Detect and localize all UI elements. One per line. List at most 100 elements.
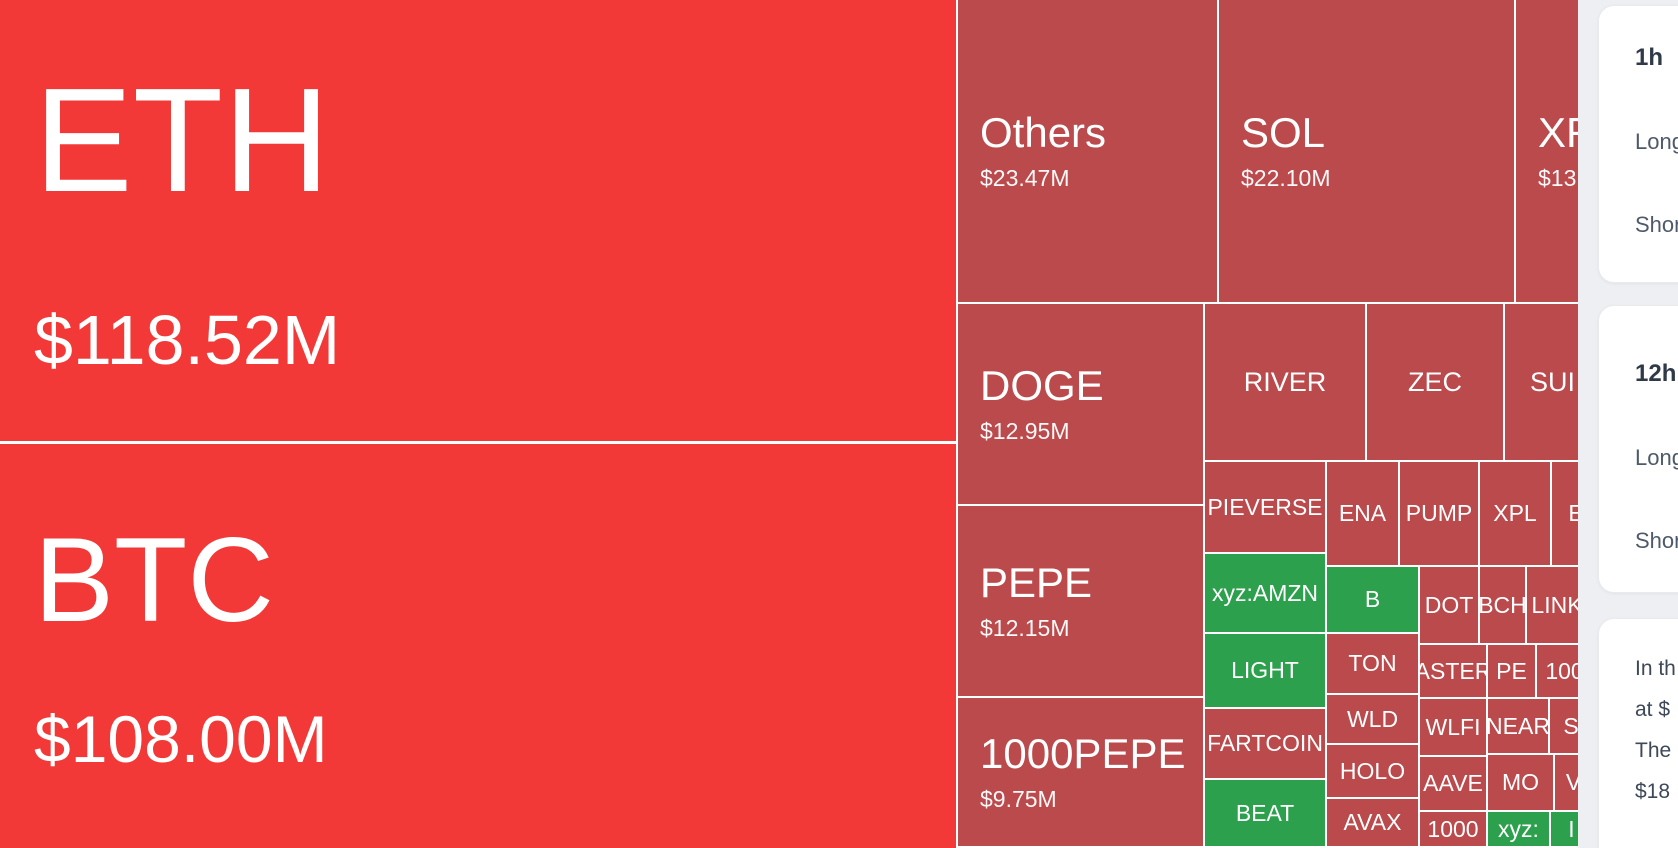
tile-symbol: LINK xyxy=(1531,591,1578,618)
tile-value: $118.52M xyxy=(34,300,341,379)
tile-symbol: WLFI xyxy=(1425,713,1481,740)
tile-doge[interactable]: DOGE $12.95M xyxy=(958,304,1203,504)
tile-pump[interactable]: PUMP xyxy=(1400,462,1478,565)
tile-i[interactable]: I xyxy=(1551,812,1578,846)
tile-symbol: BEAT xyxy=(1235,799,1295,826)
tile-symbol: ASTER xyxy=(1420,657,1486,684)
tile-symbol: DOT xyxy=(1424,591,1474,618)
tile-mo[interactable]: MO xyxy=(1488,755,1553,810)
tile-symbol: xyz: xyxy=(1498,815,1539,842)
tile-symbol: 1000 xyxy=(1427,815,1479,842)
tile-symbol: XPL xyxy=(1493,500,1537,526)
tile-symbol: LIGHT xyxy=(1231,657,1299,683)
tile-symbol: E xyxy=(1568,500,1578,526)
summary-card: In th at $ The $18 xyxy=(1598,618,1678,848)
summary-text-line: The xyxy=(1635,739,1672,762)
tile-b[interactable]: B xyxy=(1327,567,1418,632)
tile-symbol: WLD xyxy=(1346,705,1399,732)
tile-symbol: FARTCOIN xyxy=(1207,730,1323,756)
tile-zec[interactable]: ZEC xyxy=(1367,304,1503,460)
tile-symbol: I xyxy=(1568,815,1575,842)
stats-card-1h: 1h Long Short xyxy=(1598,5,1678,283)
tile-xyz-amzn[interactable]: xyz:AMZN xyxy=(1205,554,1325,632)
tile-others[interactable]: Others $23.47M xyxy=(958,0,1217,302)
tile-symbol: MO xyxy=(1501,769,1540,795)
tile-1000pepe[interactable]: 1000PEPE $9.75M xyxy=(958,698,1203,846)
tile-value: $12.15M xyxy=(980,615,1070,641)
card-title: 12h xyxy=(1635,360,1677,387)
tile-symbol: BTC xyxy=(34,513,274,647)
tile-value: $108.00M xyxy=(34,702,328,776)
tile-dot[interactable]: DOT xyxy=(1420,567,1478,643)
tile-symbol: PEPE xyxy=(980,559,1093,606)
tile-light[interactable]: LIGHT xyxy=(1205,634,1325,707)
tile-xrp[interactable]: XRP $13. xyxy=(1516,0,1578,302)
tile-eth[interactable]: ETH $118.52M xyxy=(0,0,956,441)
liquidation-treemap: ETH $118.52M BTC $108.00M Others $23.47M… xyxy=(0,0,1578,848)
tile-symbol: B xyxy=(1364,586,1381,612)
card-line-long: Long xyxy=(1635,129,1678,154)
tile-near[interactable]: NEAR xyxy=(1488,699,1548,753)
tile-wlfi[interactable]: WLFI xyxy=(1420,699,1486,755)
tile-symbol: NEAR xyxy=(1488,712,1548,739)
tile-symbol: Others xyxy=(980,109,1107,156)
summary-text-line: $18 xyxy=(1635,780,1671,803)
tile-value: $9.75M xyxy=(980,786,1057,812)
summary-text-line: at $ xyxy=(1635,698,1671,721)
tile-xyz[interactable]: xyz: xyxy=(1488,812,1549,846)
tile-e[interactable]: E xyxy=(1552,462,1578,565)
tile-symbol: 100 xyxy=(1545,657,1578,684)
tile-value: $13. xyxy=(1538,165,1578,191)
tile-pepe[interactable]: PEPE $12.15M xyxy=(958,506,1203,696)
tile-symbol: HOLO xyxy=(1339,757,1406,784)
tile-fartcoin[interactable]: FARTCOIN xyxy=(1205,709,1325,778)
tile-pe[interactable]: PE xyxy=(1488,645,1535,697)
tile-symbol: PE xyxy=(1496,657,1527,684)
tile-symbol: PUMP xyxy=(1405,500,1473,526)
tile-sol[interactable]: SOL $22.10M xyxy=(1219,0,1514,302)
tile-symbol: 1000PEPE xyxy=(980,730,1186,777)
tile-symbol: xyz:AMZN xyxy=(1211,579,1319,606)
card-title: 1h xyxy=(1635,44,1664,71)
tile-avax[interactable]: AVAX xyxy=(1327,799,1418,846)
tile-symbol: DOGE xyxy=(980,362,1104,409)
tile-link[interactable]: LINK xyxy=(1527,567,1578,643)
tile-ena[interactable]: ENA xyxy=(1327,462,1398,565)
tile-value: $12.95M xyxy=(980,418,1070,444)
tile-100[interactable]: 100 xyxy=(1537,645,1578,697)
tile-river[interactable]: RIVER xyxy=(1205,304,1365,460)
tile-wld[interactable]: WLD xyxy=(1327,695,1418,743)
summary-text-line: In th xyxy=(1635,657,1676,680)
tile-beat[interactable]: BEAT xyxy=(1205,780,1325,846)
tile-symbol: ENA xyxy=(1338,500,1387,526)
tile-aave[interactable]: AAVE xyxy=(1420,757,1486,810)
tile-symbol: S xyxy=(1563,712,1578,739)
tile-symbol: BCH xyxy=(1480,591,1525,618)
tile-holo[interactable]: HOLO xyxy=(1327,745,1418,797)
tile-symbol: V xyxy=(1565,769,1578,795)
tile-btc[interactable]: BTC $108.00M xyxy=(0,444,956,848)
stats-card-12h: 12h Long Short xyxy=(1598,305,1678,593)
tile-value: $22.10M xyxy=(1241,165,1331,191)
tile-symbol: ZEC xyxy=(1408,366,1462,397)
tile-value: $23.47M xyxy=(980,165,1070,191)
card-line-long: Long xyxy=(1635,445,1678,470)
tile-1000[interactable]: 1000 xyxy=(1420,812,1486,846)
card-line-short: Short xyxy=(1635,212,1678,237)
tile-v[interactable]: V xyxy=(1555,755,1578,810)
tile-symbol: AAVE xyxy=(1423,770,1483,796)
tile-symbol: TON xyxy=(1348,650,1397,676)
tile-symbol: ETH xyxy=(34,57,330,223)
tile-ton[interactable]: TON xyxy=(1327,634,1418,693)
tile-sui[interactable]: SUI xyxy=(1505,304,1578,460)
tile-symbol: AVAX xyxy=(1343,809,1402,835)
tile-s[interactable]: S xyxy=(1550,699,1578,753)
tile-symbol: RIVER xyxy=(1243,366,1327,397)
tile-bch[interactable]: BCH xyxy=(1480,567,1525,643)
tile-xpl[interactable]: XPL xyxy=(1480,462,1550,565)
card-line-short: Short xyxy=(1635,528,1678,553)
tile-pieverse[interactable]: PIEVERSE xyxy=(1205,462,1325,552)
tile-symbol: PIEVERSE xyxy=(1207,493,1323,520)
tile-aster[interactable]: ASTER xyxy=(1420,645,1486,697)
